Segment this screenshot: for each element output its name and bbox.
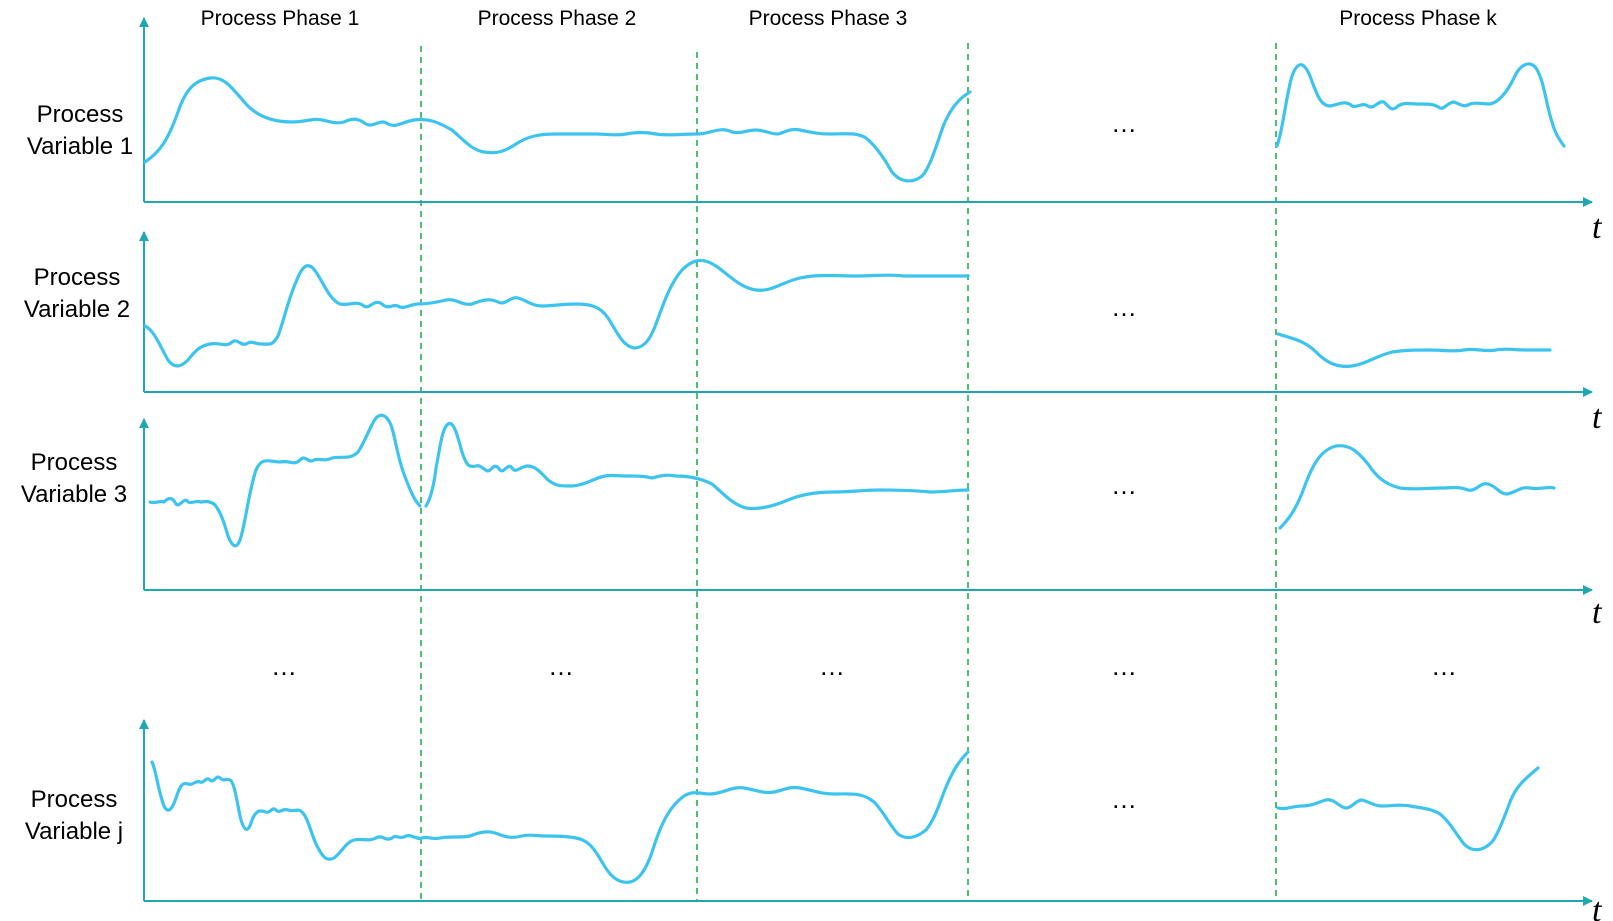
signal-curves: [143, 62, 1566, 884]
signal-var2-phases1-3: [143, 258, 970, 368]
variable-label-j-line1: Process: [31, 786, 118, 813]
ellipsis-row-phasek: …: [1431, 651, 1457, 681]
signal-var3-phases2-3: [424, 421, 970, 511]
ellipses: … … … … … … … … …: [271, 108, 1457, 814]
variable-label-3-line1: Process: [31, 449, 118, 476]
signal-var1-phases1-3: [143, 76, 972, 183]
ellipsis-row-phase1: …: [271, 651, 297, 681]
signal-var3-phasek: [1278, 444, 1556, 530]
ellipsis-varj-gap: …: [1111, 784, 1137, 814]
t-axis-symbol-1: t: [1592, 209, 1603, 246]
signal-var1-phasek: [1275, 62, 1566, 148]
ellipsis-row-phase3: …: [819, 651, 845, 681]
signal-var2-phasek: [1276, 332, 1552, 368]
variable-label-j-line2: Variable j: [25, 818, 123, 845]
phase-label-3: Process Phase 3: [749, 7, 908, 30]
t-axis-symbol-2: t: [1592, 399, 1603, 436]
t-axis-symbol-3: t: [1592, 594, 1603, 631]
ellipsis-var3-gap: …: [1111, 470, 1137, 500]
variable-label-1-line1: Process: [37, 101, 124, 128]
variable-label-1-line2: Variable 1: [27, 133, 133, 160]
ellipsis-row-phase2: …: [548, 651, 574, 681]
ellipsis-var2-gap: …: [1111, 292, 1137, 322]
signal-varj-phases1-3: [150, 750, 970, 884]
variable-label-2-line2: Variable 2: [24, 296, 130, 323]
variable-label-2-line1: Process: [34, 264, 121, 291]
signal-var3-phase1: [148, 413, 422, 548]
variable-label-3-line2: Variable 3: [21, 481, 127, 508]
phase-label-k: Process Phase k: [1339, 7, 1497, 30]
signal-varj-phasek: [1276, 766, 1540, 852]
phase-label-1: Process Phase 1: [201, 7, 360, 30]
ellipsis-row-gap: …: [1111, 651, 1137, 681]
phase-boundaries: [420, 43, 1277, 901]
ellipsis-var1-gap: …: [1111, 108, 1137, 138]
time-axes: [144, 197, 1593, 906]
phase-label-2: Process Phase 2: [478, 7, 637, 30]
t-axis-symbol-4: t: [1592, 892, 1603, 921]
